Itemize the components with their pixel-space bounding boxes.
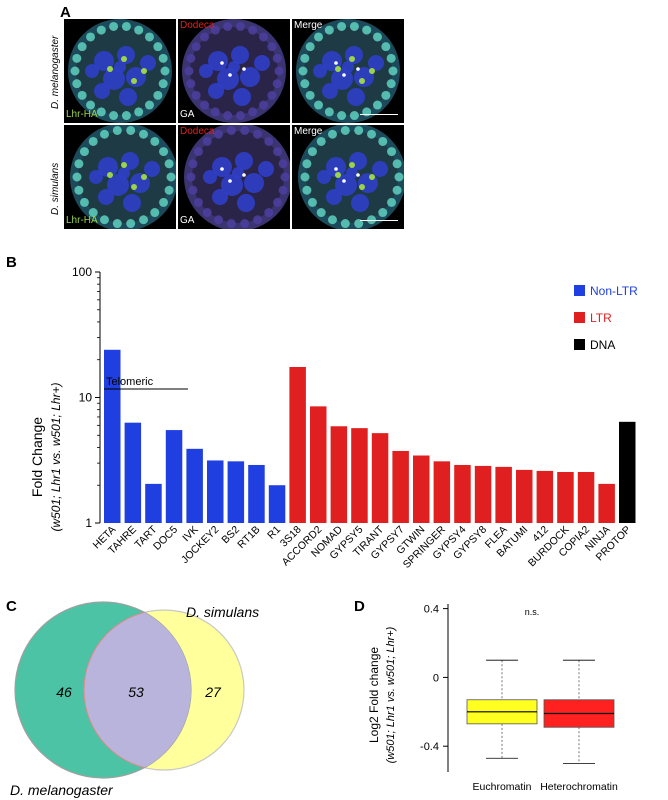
- x-tick-label: Heterochromatin: [540, 781, 618, 793]
- microscopy-tile: [178, 19, 290, 123]
- legend-swatch: [574, 312, 585, 323]
- y-axis-label: Fold Change: [29, 417, 45, 497]
- y-tick-label: 0.4: [424, 604, 439, 616]
- venn-count-only-melanogaster: 46: [56, 684, 72, 700]
- bar-ivk: [186, 448, 203, 523]
- bar-tart: [145, 483, 162, 523]
- panel-d-box-plot: 0.4 0 -0.4 Euchromatin Heterochromatin n.s.…: [367, 604, 618, 793]
- x-tick-label: Euchromatin: [473, 781, 532, 793]
- venn-count-only-simulans: 27: [204, 684, 222, 700]
- x-tick-label: DOC5: [151, 524, 180, 553]
- microscopy-tile: [292, 125, 404, 229]
- legend-label: LTR: [590, 311, 612, 325]
- y-tick-label: 0: [433, 672, 439, 684]
- panel-c-letter: C: [6, 598, 17, 615]
- legend-swatch: [574, 339, 585, 350]
- bar-gypsy7: [392, 450, 409, 523]
- bar-burdock: [557, 471, 574, 523]
- bar-gypsy8: [474, 465, 492, 523]
- bar-412: [536, 470, 554, 523]
- y-tick-label: 1: [85, 516, 92, 530]
- channel-label: Merge: [294, 126, 323, 137]
- bars: [104, 349, 636, 523]
- y-axis: 0.4 0 -0.4: [420, 604, 449, 772]
- panel-c-venn-diagram: 46 53 27 D. simulans D. melanogaster: [10, 601, 259, 798]
- channel-label: Dodeca: [180, 126, 215, 137]
- bar-tahre: [124, 422, 142, 523]
- bar-3s18: [289, 366, 306, 523]
- panel-b-letter: B: [6, 254, 17, 271]
- y-tick-label: -0.4: [420, 741, 439, 753]
- venn-label-simulans: D. simulans: [186, 604, 259, 620]
- bar-bs2: [227, 461, 245, 523]
- bar-doc5: [165, 430, 183, 523]
- bar-protop: [619, 421, 636, 523]
- y-axis-sublabel: (w501; Lhr1 vs. w501; Lhr+): [49, 382, 63, 531]
- bar-gtwin: [413, 455, 430, 523]
- venn-label-melanogaster: D. melanogaster: [10, 782, 114, 798]
- box-euchromatin: [466, 659, 538, 759]
- species-label: D. simulans: [50, 162, 61, 215]
- channel-label: GA: [180, 215, 195, 226]
- bar-gypsy5: [351, 428, 368, 523]
- bar-gypsy4: [454, 464, 471, 523]
- bar-heta: [104, 349, 121, 523]
- channel-label: Dodeca: [180, 20, 215, 31]
- channel-label: Lhr-HA: [66, 215, 98, 226]
- species-label: D. melanogaster: [50, 35, 61, 109]
- microscopy-tile: [64, 125, 176, 229]
- bar-batumi: [516, 469, 533, 523]
- boxes: Euchromatin Heterochromatin: [466, 659, 618, 793]
- microscopy-tile: [178, 125, 290, 229]
- bar-jockey2: [207, 460, 224, 523]
- channel-label: GA: [180, 109, 195, 120]
- bar-r1: [268, 485, 286, 523]
- bar-ninja: [598, 483, 615, 523]
- channel-label: Lhr-HA: [66, 109, 98, 120]
- legend-label: DNA: [590, 338, 615, 352]
- legend-label: Non-LTR: [590, 284, 638, 298]
- bar-rt1b: [248, 464, 265, 523]
- venn-count-both: 53: [128, 684, 144, 700]
- telomeric-label: Telomeric: [106, 376, 154, 388]
- venn-intersection: [84, 610, 191, 770]
- x-tick-label: RT1B: [235, 524, 262, 551]
- microscopy-tile: [292, 19, 404, 123]
- legend: Non-LTR LTR DNA: [574, 284, 638, 352]
- y-tick-label: 100: [72, 265, 92, 279]
- legend-swatch: [574, 285, 585, 296]
- significance-label: n.s.: [525, 607, 540, 617]
- y-axis-sublabel: (w501; Lhr1 vs. w501; Lhr+): [385, 626, 397, 763]
- bar-nomad: [330, 426, 348, 523]
- y-axis: 1 10 100: [72, 265, 101, 530]
- box-heterochromatin: [543, 659, 615, 764]
- bar-tirant: [371, 433, 389, 523]
- bar-flea: [495, 466, 512, 523]
- bar-accord2: [310, 406, 327, 523]
- bar-copia2: [577, 471, 595, 523]
- scale-bar: [360, 114, 398, 115]
- panel-d-letter: D: [354, 598, 365, 615]
- microscopy-tile: [64, 19, 176, 123]
- channel-label: Merge: [294, 20, 323, 31]
- y-axis-label: Log2 Fold change: [367, 647, 381, 743]
- scale-bar: [360, 220, 398, 221]
- panel-a-letter: A: [60, 4, 71, 21]
- y-tick-label: 10: [79, 391, 93, 405]
- bar-springer: [433, 461, 451, 523]
